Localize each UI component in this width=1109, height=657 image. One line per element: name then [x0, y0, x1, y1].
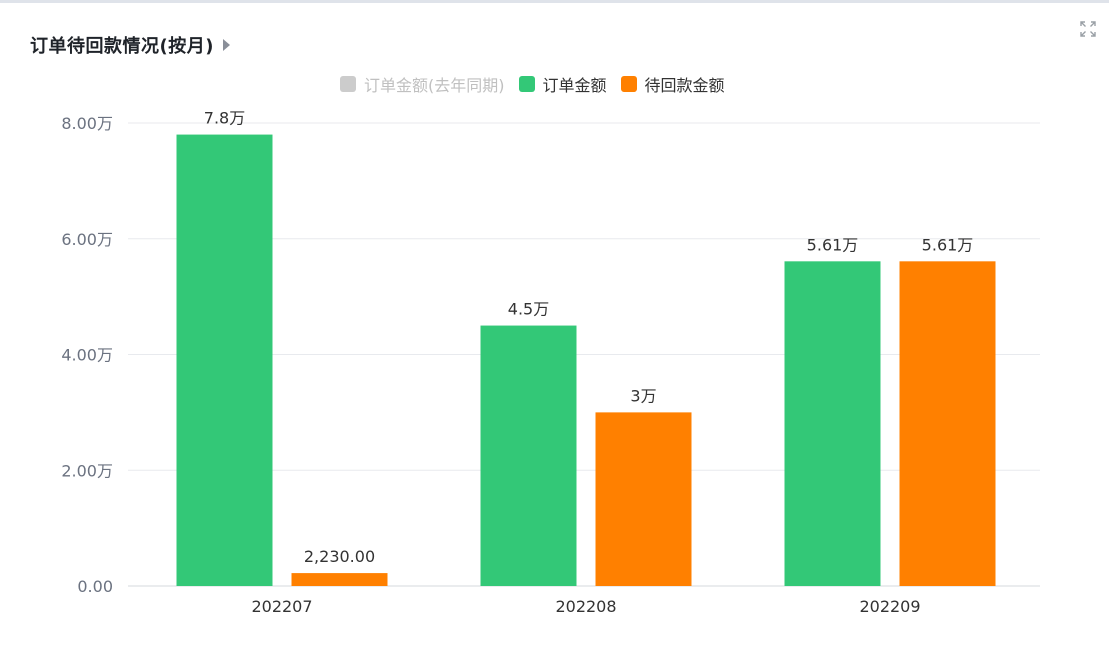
- y-tick-label: 8.00万: [61, 114, 113, 133]
- legend-item-last-year[interactable]: 订单金额(去年同期): [340, 72, 505, 96]
- x-tick-label: 202207: [251, 597, 312, 616]
- chart-title: 订单待回款情况(按月): [30, 36, 214, 57]
- data-label: 2,230.00: [304, 547, 375, 566]
- legend-item-receivable[interactable]: 待回款金额: [620, 72, 725, 96]
- data-label: 7.8万: [204, 109, 245, 128]
- data-label: 3万: [630, 386, 656, 405]
- data-label: 4.5万: [508, 300, 549, 319]
- bar-订单金额-202207: [176, 134, 273, 586]
- bar-订单金额-202209: [784, 261, 881, 586]
- top-border: [0, 0, 1109, 3]
- x-tick-label: 202209: [859, 597, 920, 616]
- data-label: 5.61万: [807, 235, 859, 254]
- chart-header: 订单待回款情况(按月): [30, 32, 230, 58]
- legend-label-last-year: 订单金额(去年同期): [364, 76, 505, 95]
- caret-right-icon[interactable]: [222, 39, 230, 51]
- x-tick-label: 202208: [555, 597, 616, 616]
- fullscreen-expand-icon[interactable]: [1079, 20, 1097, 38]
- legend-label-order-amount: 订单金额: [542, 76, 607, 95]
- y-tick-label: 6.00万: [61, 230, 113, 249]
- bar-待回款金额-202209: [899, 261, 996, 586]
- legend-swatch-last-year: [340, 76, 356, 92]
- bar-待回款金额-202208: [595, 412, 692, 586]
- y-tick-label: 4.00万: [61, 346, 113, 365]
- chart-legend: 订单金额(去年同期) 订单金额 待回款金额: [340, 72, 739, 96]
- bar-待回款金额-202207: [291, 573, 388, 586]
- y-tick-label: 0.00: [77, 577, 113, 596]
- legend-label-receivable: 待回款金额: [644, 76, 725, 95]
- bar-订单金额-202208: [480, 325, 577, 586]
- data-label: 5.61万: [922, 235, 974, 254]
- legend-swatch-receivable: [620, 76, 637, 92]
- legend-swatch-order-amount: [518, 76, 535, 92]
- legend-item-order-amount[interactable]: 订单金额: [518, 72, 607, 96]
- y-tick-label: 2.00万: [61, 461, 113, 480]
